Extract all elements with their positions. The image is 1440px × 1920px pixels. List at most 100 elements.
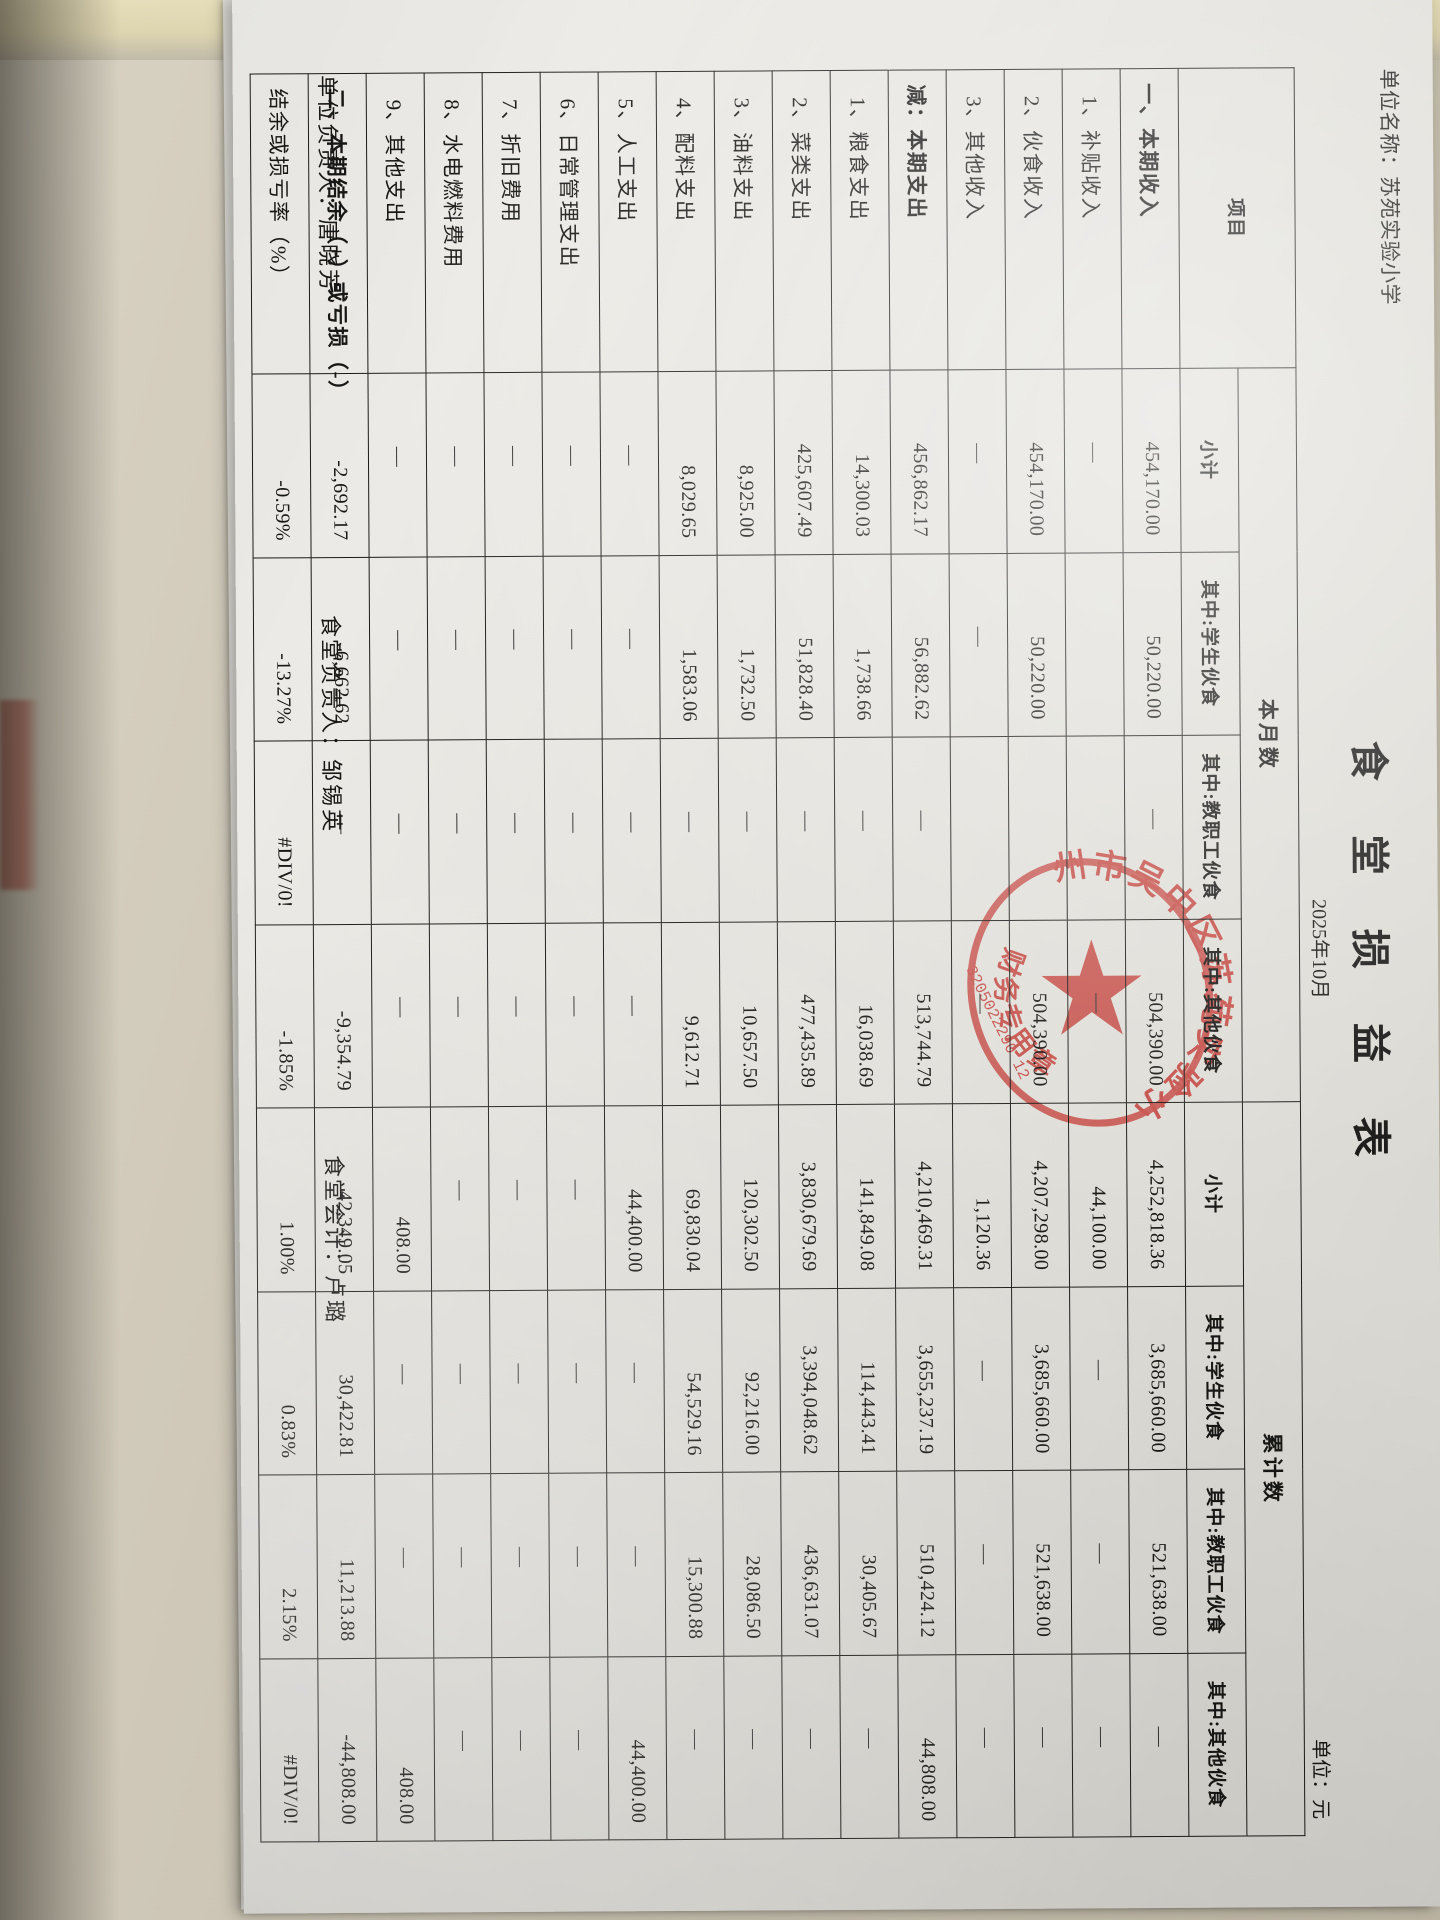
cell-cumulative-1: — — [953, 1286, 1013, 1471]
cell-month-0: — — [599, 371, 660, 556]
footer-accountant-label: 食堂会计： — [321, 1155, 347, 1276]
table-row: 8、水电燃料费用 — — — — — — — — — [424, 72, 493, 1841]
column-header-month-student: 其中:学生伙食 — [1181, 551, 1241, 736]
cell-cumulative-0: 1.00% — [256, 1107, 316, 1292]
cell-cumulative-2: — — [954, 1470, 1014, 1655]
cell-month-1: 51,828.40 — [775, 554, 835, 738]
cell-month-1: — — [949, 552, 1009, 737]
cell-month-2: — — [544, 738, 604, 923]
table-row: 减：本期支出 456,862.17 56,882.62—513,744.79 4,21… — [888, 69, 957, 1839]
cell-month-2: — — [1124, 735, 1184, 920]
reporting-period: 2025年10月 — [1307, 898, 1331, 1000]
cell-month-1 — [1065, 552, 1125, 737]
row-label: 2、菜类支出 — [772, 70, 832, 371]
cell-cumulative-2: — — [1070, 1469, 1130, 1654]
cell-month-2: — — [718, 737, 778, 922]
row-label: 结余或损亏率（%） — [250, 73, 310, 375]
cell-cumulative-0: 120,302.50 — [720, 1104, 780, 1289]
cell-month-2: — — [428, 739, 488, 924]
table-row: 二、本期结余（+）或亏损（-） -2,692.17 -6,662.62— -9,354… — [308, 73, 377, 1842]
cell-cumulative-2: 28,086.50 — [722, 1471, 782, 1656]
cell-month-2: — — [776, 737, 836, 922]
footer-unit-head-signature: 唐晓芳 — [315, 219, 341, 295]
cell-month-1: 1,583.06 — [659, 554, 719, 739]
cell-cumulative-1: 3,685,660.00 — [1127, 1285, 1187, 1470]
row-label: 2、伙食收入 — [1004, 69, 1064, 370]
cell-cumulative-1: — — [547, 1289, 607, 1474]
row-label: 3、其他收入 — [946, 69, 1006, 370]
cell-month-3: — — [1067, 919, 1127, 1104]
row-label: 7、折旧费用 — [482, 72, 542, 373]
cell-cumulative-0: 3,830,679.69 — [778, 1104, 838, 1289]
table-row: 2、菜类支出 425,607.49 51,828.40—477,435.89 3,83… — [772, 70, 841, 1839]
cell-cumulative-3: — — [1071, 1653, 1131, 1838]
cell-month-3: 513,744.79 — [893, 920, 953, 1105]
cell-month-2: #DIV/0! — [254, 740, 314, 925]
cell-month-0: — — [483, 372, 544, 557]
cell-month-0: 454,170.00 — [1121, 368, 1182, 553]
cell-cumulative-1: — — [489, 1289, 549, 1474]
cell-cumulative-1: — — [1069, 1286, 1129, 1471]
page-title: 食 堂 损 益 表 — [1345, 740, 1394, 1179]
cell-cumulative-2: 521,638.00 — [1012, 1470, 1072, 1654]
cell-month-2: — — [660, 738, 720, 923]
document-sheet: 单位名称：苏苑实验小学 食 堂 损 益 表 2025年10月 单位：元 苏州市吴… — [232, 0, 1440, 1914]
cell-cumulative-2: 30,405.67 — [838, 1471, 898, 1656]
cell-cumulative-0: — — [430, 1106, 490, 1291]
cell-cumulative-2: — — [432, 1473, 492, 1658]
cell-cumulative-2: — — [374, 1473, 434, 1658]
cell-month-3: 477,435.89 — [777, 921, 837, 1105]
currency-unit-label: 单位：元 — [1308, 1739, 1332, 1820]
cell-cumulative-0: 4,252,818.36 — [1126, 1102, 1186, 1287]
table-row: 6、日常管理支出 — — — — — — — — — [540, 71, 609, 1841]
cell-month-3: -1.85% — [255, 924, 315, 1109]
cell-cumulative-0: 44,100.00 — [1068, 1102, 1128, 1287]
cell-month-1: — — [427, 556, 487, 740]
cell-cumulative-3: -44,808.00 — [317, 1657, 377, 1842]
profit-loss-table: 项目 本月数 累计数 小计 其中:学生伙食 其中:教职工伙食 其中:其他伙食 小… — [250, 67, 1306, 1843]
cell-month-0: — — [541, 371, 602, 556]
table-row: 一、本期收入 454,170.00 50,220.00—504,390.00 4,25… — [1120, 68, 1189, 1837]
cell-month-3: — — [951, 919, 1011, 1104]
cell-cumulative-0: 408.00 — [372, 1106, 432, 1291]
cell-cumulative-3: — — [839, 1654, 899, 1839]
cell-cumulative-0: 4,210,469.31 — [894, 1103, 954, 1288]
cell-month-0: — — [367, 373, 428, 557]
cell-cumulative-1: 92,216.00 — [721, 1288, 781, 1473]
column-header-month-other: 其中:其他伙食 — [1183, 918, 1243, 1103]
cell-month-1: — — [485, 555, 545, 740]
cell-month-1: — — [369, 556, 429, 741]
footer-accountant: 食堂会计：卢璐 — [319, 1155, 352, 1325]
footer-canteen-head-signature: 邹锡英 — [318, 759, 345, 835]
table-row: 1、补贴收入 — —44,100.00— — — — [1062, 68, 1131, 1838]
cell-cumulative-3: 44,808.00 — [897, 1654, 957, 1839]
column-header-cum-student: 其中:学生伙食 — [1185, 1285, 1245, 1470]
row-label: 减：本期支出 — [888, 69, 948, 371]
cell-month-2: — — [486, 739, 546, 924]
cell-cumulative-3: — — [1129, 1652, 1189, 1837]
cell-month-3: — — [545, 922, 605, 1107]
cell-month-1: 50,220.00 — [1007, 552, 1067, 737]
cell-month-0: 425,607.49 — [773, 370, 834, 555]
cell-month-0: — — [947, 369, 1008, 554]
column-header-cum-subtotal: 小计 — [1184, 1102, 1244, 1286]
cell-cumulative-1: 3,655,237.19 — [895, 1287, 955, 1472]
footer-unit-head: 单位负责人：唐晓芳 — [313, 75, 346, 294]
cell-cumulative-2: — — [548, 1472, 608, 1657]
cell-cumulative-2: 15,300.88 — [664, 1472, 724, 1657]
cell-month-0: 8,029.65 — [657, 371, 718, 556]
cell-cumulative-1: — — [373, 1290, 433, 1475]
cell-month-2: — — [370, 739, 430, 924]
cell-cumulative-2: 11,213.88 — [316, 1474, 376, 1659]
table-row: 结余或损亏率（%） -0.59% -13.27% #DIV/0! -1.85% 1.00%… — [250, 73, 319, 1843]
cell-month-1: 1,732.50 — [717, 554, 777, 739]
cell-month-0: — — [1063, 368, 1124, 553]
cell-cumulative-2: — — [606, 1472, 666, 1657]
cell-cumulative-3: 408.00 — [375, 1657, 435, 1842]
cell-month-2 — [950, 736, 1010, 921]
cell-cumulative-1: 3,685,660.00 — [1011, 1286, 1071, 1471]
row-label: 5、人工支出 — [598, 71, 658, 372]
row-label: 1、粮食支出 — [830, 70, 890, 371]
cell-cumulative-1: 3,394,048.62 — [779, 1288, 839, 1472]
footer-canteen-head: 食堂负责人：邹锡英 — [316, 615, 349, 834]
